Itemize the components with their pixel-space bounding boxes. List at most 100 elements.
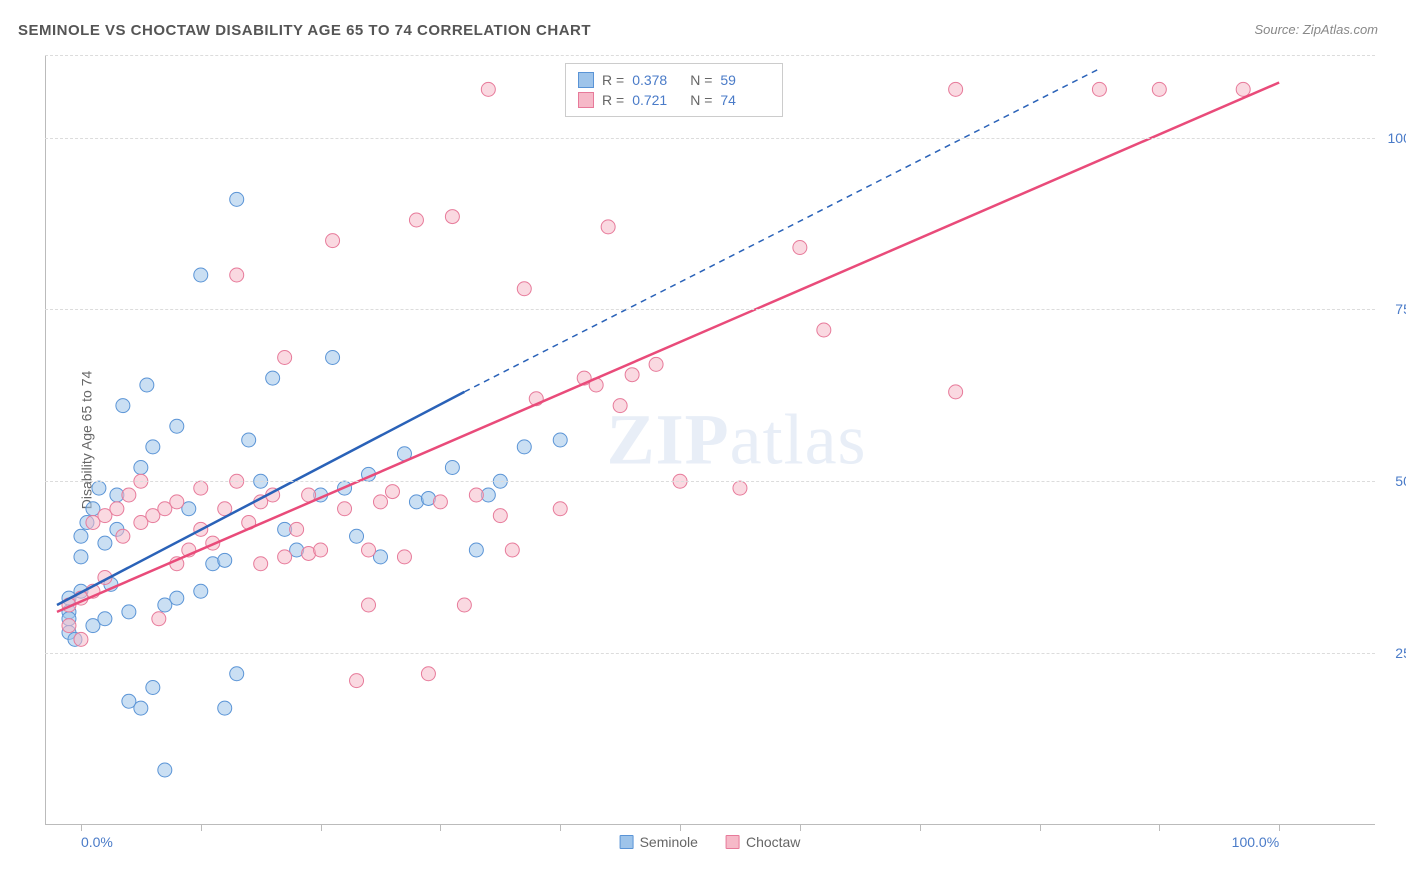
data-point: [152, 612, 166, 626]
data-point: [170, 495, 184, 509]
data-point: [74, 550, 88, 564]
data-point: [362, 598, 376, 612]
stats-row: R =0.721N =74: [578, 90, 770, 110]
data-point: [481, 82, 495, 96]
chart-area: Disability Age 65 to 74 ZIPatlas 25.0%50…: [45, 55, 1375, 825]
x-tick: [1159, 825, 1160, 831]
data-point: [110, 502, 124, 516]
data-point: [817, 323, 831, 337]
scatter-plot: [45, 55, 1375, 825]
data-point: [601, 220, 615, 234]
data-point: [733, 481, 747, 495]
x-tick: [321, 825, 322, 831]
data-point: [793, 241, 807, 255]
data-point: [409, 213, 423, 227]
data-point: [242, 433, 256, 447]
data-point: [517, 440, 531, 454]
y-tick-label: 100.0%: [1388, 130, 1406, 146]
data-point: [1152, 82, 1166, 96]
legend-item: Choctaw: [726, 834, 800, 850]
data-point: [493, 509, 507, 523]
x-tick: [1040, 825, 1041, 831]
stats-r-label: R =: [602, 72, 624, 88]
gridline: [45, 309, 1375, 310]
data-point: [98, 536, 112, 550]
x-tick: [920, 825, 921, 831]
legend-label: Choctaw: [746, 834, 800, 850]
data-point: [505, 543, 519, 557]
data-point: [314, 543, 328, 557]
x-axis-line: [45, 824, 1375, 825]
data-point: [266, 371, 280, 385]
data-point: [116, 529, 130, 543]
x-tick: [440, 825, 441, 831]
data-point: [230, 192, 244, 206]
data-point: [230, 268, 244, 282]
data-point: [949, 82, 963, 96]
data-point: [649, 357, 663, 371]
legend-swatch: [726, 835, 740, 849]
data-point: [613, 399, 627, 413]
data-point: [326, 351, 340, 365]
trendline-extrapolated: [464, 69, 1099, 392]
stats-n-value: 59: [720, 72, 770, 88]
data-point: [553, 502, 567, 516]
data-point: [98, 612, 112, 626]
data-point: [1236, 82, 1250, 96]
data-point: [230, 667, 244, 681]
data-point: [445, 210, 459, 224]
x-tick: [1279, 825, 1280, 831]
data-point: [74, 529, 88, 543]
legend-item: Seminole: [620, 834, 698, 850]
legend: Seminole Choctaw: [620, 834, 801, 850]
data-point: [218, 701, 232, 715]
data-point: [278, 351, 292, 365]
data-point: [158, 763, 172, 777]
y-tick-label: 75.0%: [1395, 301, 1406, 317]
data-point: [146, 440, 160, 454]
data-point: [74, 632, 88, 646]
data-point: [949, 385, 963, 399]
correlation-stats-box: R =0.378N =59R =0.721N =74: [565, 63, 783, 117]
data-point: [134, 701, 148, 715]
y-tick-label: 25.0%: [1395, 645, 1406, 661]
data-point: [146, 681, 160, 695]
stats-row: R =0.378N =59: [578, 70, 770, 90]
data-point: [194, 481, 208, 495]
stats-r-value: 0.721: [632, 92, 682, 108]
gridline: [45, 138, 1375, 139]
x-tick: [81, 825, 82, 831]
data-point: [350, 674, 364, 688]
data-point: [362, 543, 376, 557]
data-point: [338, 502, 352, 516]
data-point: [445, 461, 459, 475]
y-axis-line: [45, 55, 46, 825]
data-point: [170, 419, 184, 433]
stats-swatch: [578, 92, 594, 108]
data-point: [62, 619, 76, 633]
trendline: [57, 83, 1279, 612]
x-tick: [560, 825, 561, 831]
stats-swatch: [578, 72, 594, 88]
x-tick: [201, 825, 202, 831]
stats-r-value: 0.378: [632, 72, 682, 88]
data-point: [140, 378, 154, 392]
x-tick: [680, 825, 681, 831]
data-point: [350, 529, 364, 543]
data-point: [290, 522, 304, 536]
data-point: [433, 495, 447, 509]
legend-swatch: [620, 835, 634, 849]
x-tick-label: 0.0%: [81, 834, 113, 850]
source-attribution: Source: ZipAtlas.com: [1254, 22, 1378, 37]
chart-title: SEMINOLE VS CHOCTAW DISABILITY AGE 65 TO…: [18, 22, 591, 39]
stats-n-label: N =: [690, 92, 712, 108]
gridline: [45, 481, 1375, 482]
data-point: [1092, 82, 1106, 96]
data-point: [170, 591, 184, 605]
x-tick: [800, 825, 801, 831]
data-point: [122, 605, 136, 619]
data-point: [194, 268, 208, 282]
data-point: [326, 234, 340, 248]
gridline: [45, 653, 1375, 654]
data-point: [218, 553, 232, 567]
